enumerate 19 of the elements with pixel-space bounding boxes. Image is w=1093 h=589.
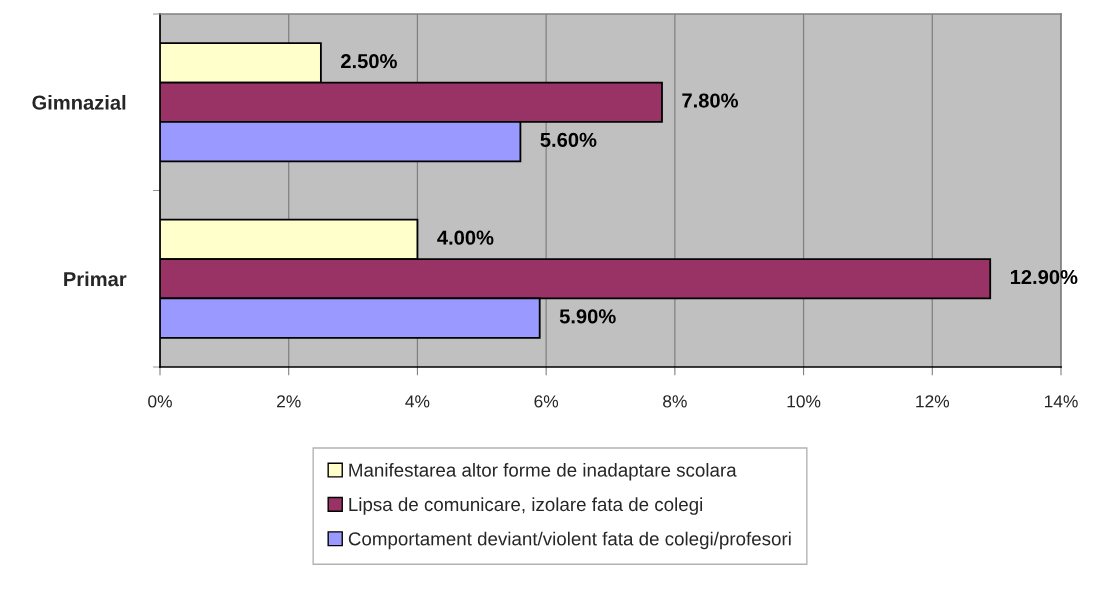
data-label: 12.90% [1010, 269, 1078, 285]
data-label: 5.90% [559, 309, 616, 324]
legend-label: Comportament deviant/violent fata de colegi/profesori [348, 531, 791, 550]
x-tick-label: 4% [405, 395, 430, 408]
x-tick-label: 0% [148, 395, 172, 408]
x-tick-label: 10% [787, 395, 821, 408]
x-tick-label: 8% [663, 395, 687, 408]
data-label: 5.60% [540, 132, 597, 148]
data-label: 7.80% [682, 93, 738, 108]
legend-label: Manifestarea altor forme de inadaptare scolara [349, 463, 737, 481]
data-label: 4.00% [437, 230, 494, 245]
y-tick-label: Primar [64, 271, 127, 287]
y-tick-label: Gimnazial [32, 94, 126, 110]
x-tick-label: 12% [916, 395, 950, 408]
x-tick-label: 6% [534, 395, 559, 408]
x-tick-label: 2% [277, 395, 301, 408]
legend-label: Lipsa de comunicare, izolare fata de colegi [349, 497, 703, 515]
x-tick-label: 14% [1044, 395, 1078, 408]
data-label: 2.50% [341, 54, 397, 69]
